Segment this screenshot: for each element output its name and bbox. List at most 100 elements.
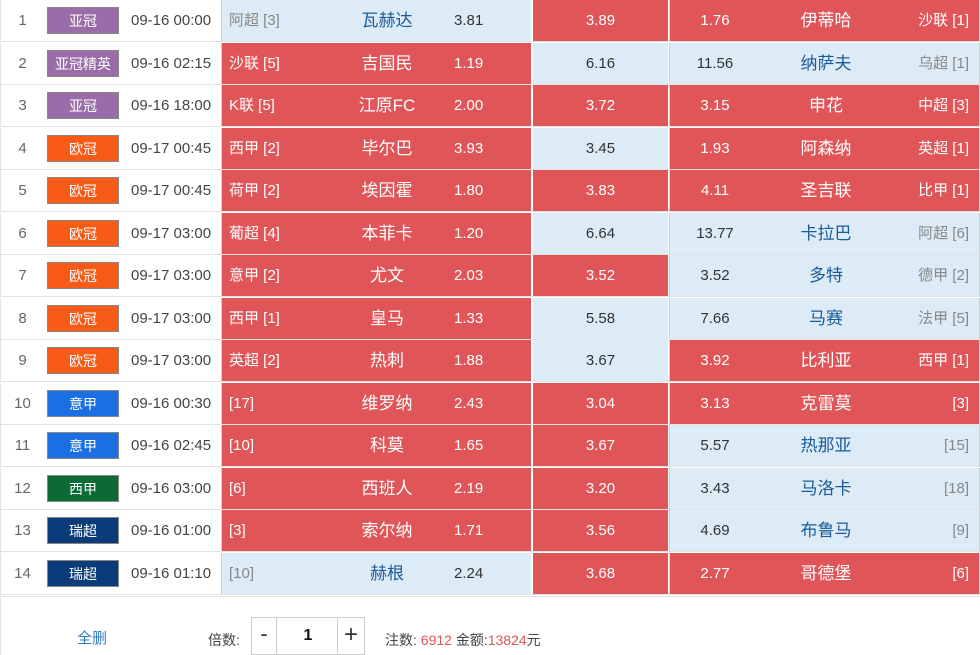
home-odds: 1.33 (454, 309, 484, 327)
home-team: 吉国民 (361, 53, 413, 73)
away-win-option[interactable]: 11.56 纳萨夫 乌超 [1] (669, 42, 980, 84)
draw-option[interactable]: 6.64 (532, 212, 668, 254)
draw-option[interactable]: 5.58 (532, 297, 668, 339)
home-win-option[interactable]: 荷甲 [2] 埃因霍 1.80 (221, 170, 531, 211)
home-win-option[interactable]: [10] 科莫 1.65 (221, 425, 531, 466)
competition-cell: 欧冠 (44, 255, 126, 296)
away-odds: 1.76 (700, 12, 730, 29)
away-league-rank: [6] (952, 564, 969, 582)
match-time: 09-17 03:00 (131, 309, 212, 327)
clear-all-button[interactable]: 全删 (77, 630, 108, 647)
home-team: 赫根 (370, 563, 404, 583)
competition-cell: 欧冠 (44, 340, 126, 381)
away-odds: 2.77 (700, 564, 730, 582)
competition-badge: 西甲 (47, 474, 119, 502)
away-odds: 4.69 (700, 522, 730, 539)
home-win-option[interactable]: [17] 维罗纳 2.43 (221, 382, 531, 424)
match-number: 4 (0, 127, 44, 169)
away-team: 热那亚 (800, 436, 852, 455)
match-number: 5 (0, 170, 44, 211)
away-win-option[interactable]: 13.77 卡拉巴 阿超 [6] (669, 212, 980, 254)
away-win-option[interactable]: 3.15 申花 中超 [3] (669, 85, 980, 126)
match-number: 8 (0, 297, 44, 339)
away-win-option[interactable]: 3.13 克雷莫 [3] (669, 382, 980, 424)
home-win-option[interactable]: [10] 赫根 2.24 (221, 552, 531, 594)
home-team: 热刺 (370, 351, 404, 370)
away-odds: 4.11 (700, 182, 730, 199)
home-league-rank: 阿超 [3] (229, 12, 280, 29)
draw-option[interactable]: 6.16 (532, 42, 668, 84)
match-row: 10 意甲 09-16 00:30 [17] 维罗纳 2.43 3.04 3.13 克雷莫 [3] (0, 382, 980, 425)
competition-cell: 意甲 (44, 425, 126, 466)
draw-option[interactable]: 3.20 (532, 467, 668, 509)
draw-option[interactable]: 3.72 (532, 85, 668, 126)
multiplier-label: 倍数: (208, 632, 240, 648)
away-team: 伊蒂哈 (800, 11, 852, 30)
away-win-option[interactable]: 4.69 布鲁马 [9] (669, 510, 980, 551)
home-win-option[interactable]: 西甲 [1] 皇马 1.33 (221, 297, 531, 339)
away-win-option[interactable]: 3.52 多特 德甲 [2] (669, 255, 980, 296)
draw-option[interactable]: 3.52 (532, 255, 668, 296)
away-odds: 13.77 (696, 224, 734, 242)
match-row: 14 瑞超 09-16 01:10 [10] 赫根 2.24 3.68 2.77 哥德堡 [6] (0, 552, 980, 595)
draw-option[interactable]: 3.68 (532, 552, 668, 594)
draw-option[interactable]: 3.67 (532, 425, 668, 466)
away-team: 多特 (809, 266, 843, 285)
home-win-option[interactable]: 阿超 [3] 瓦赫达 3.81 (221, 0, 531, 41)
amount-label: 金额: (451, 632, 488, 648)
home-odds: 2.43 (454, 394, 484, 412)
away-team: 圣吉联 (800, 181, 852, 200)
match-row: 8 欧冠 09-17 03:00 西甲 [1] 皇马 1.33 5.58 7.66 马赛 法甲 [… (0, 297, 980, 340)
draw-option[interactable]: 3.56 (532, 510, 668, 551)
match-number: 12 (0, 467, 44, 509)
decrement-button[interactable]: - (252, 618, 277, 654)
draw-option[interactable]: 3.04 (532, 382, 668, 424)
away-league-rank: [15] (943, 437, 969, 454)
home-win-option[interactable]: [3] 索尔纳 1.71 (221, 510, 531, 551)
match-row: 9 欧冠 09-17 03:00 英超 [2] 热刺 1.88 3.67 3.92 比利亚 西甲 … (0, 340, 980, 382)
multiplier-input[interactable]: 1 (303, 627, 313, 644)
competition-badge: 亚冠 (47, 92, 119, 119)
away-win-option[interactable]: 3.43 马洛卡 [18] (669, 467, 980, 509)
increment-button[interactable]: + (337, 618, 364, 654)
draw-option[interactable]: 3.89 (532, 0, 668, 41)
draw-odds: 5.58 (585, 309, 616, 327)
away-win-option[interactable]: 2.77 哥德堡 [6] (669, 552, 980, 594)
away-league-rank: 德甲 [2] (918, 267, 969, 284)
away-win-option[interactable]: 7.66 马赛 法甲 [5] (669, 297, 980, 339)
home-team: 江原FC (358, 96, 416, 115)
home-win-option[interactable]: 英超 [2] 热刺 1.88 (221, 340, 531, 381)
home-win-option[interactable]: 沙联 [5] 吉国民 1.19 (221, 42, 531, 84)
away-league-rank: 沙联 [1] (918, 12, 969, 29)
home-league-rank: [17] (229, 394, 255, 412)
match-time: 09-16 02:45 (131, 437, 212, 454)
match-number: 14 (0, 552, 44, 594)
away-win-option[interactable]: 1.93 阿森纳 英超 [1] (669, 127, 980, 169)
match-row: 11 意甲 09-16 02:45 [10] 科莫 1.65 3.67 5.57 热那亚 [15] (0, 425, 980, 467)
home-win-option[interactable]: [6] 西班人 2.19 (221, 467, 531, 509)
away-team: 纳萨夫 (800, 53, 852, 73)
home-win-option[interactable]: 意甲 [2] 尤文 2.03 (221, 255, 531, 296)
away-win-option[interactable]: 3.92 比利亚 西甲 [1] (669, 340, 980, 381)
draw-option[interactable]: 3.67 (532, 340, 668, 381)
away-win-option[interactable]: 1.76 伊蒂哈 沙联 [1] (669, 0, 980, 41)
draw-odds: 3.83 (585, 182, 616, 199)
away-odds: 5.57 (700, 437, 730, 454)
multiplier-stepper: - 1 + (251, 617, 365, 655)
match-row: 2 亚冠精英 09-16 02:15 沙联 [5] 吉国民 1.19 6.16 11.56 纳萨… (0, 42, 980, 85)
draw-option[interactable]: 3.45 (532, 127, 668, 169)
match-time: 09-16 01:10 (131, 564, 212, 582)
home-odds: 1.71 (454, 522, 484, 539)
home-win-option[interactable]: K联 [5] 江原FC 2.00 (221, 85, 531, 126)
home-odds: 2.03 (454, 267, 484, 284)
away-win-option[interactable]: 5.57 热那亚 [15] (669, 425, 980, 466)
home-win-option[interactable]: 葡超 [4] 本菲卡 1.20 (221, 212, 531, 254)
home-odds: 2.19 (454, 479, 484, 497)
draw-odds: 3.52 (585, 267, 616, 284)
away-win-option[interactable]: 4.11 圣吉联 比甲 [1] (669, 170, 980, 211)
competition-badge: 欧冠 (47, 304, 119, 332)
competition-cell: 意甲 (44, 383, 126, 424)
draw-option[interactable]: 3.83 (532, 170, 668, 211)
home-win-option[interactable]: 西甲 [2] 毕尔巴 3.93 (221, 127, 531, 169)
match-row: 13 瑞超 09-16 01:00 [3] 索尔纳 1.71 3.56 4.69 布鲁马 [9] (0, 510, 980, 552)
